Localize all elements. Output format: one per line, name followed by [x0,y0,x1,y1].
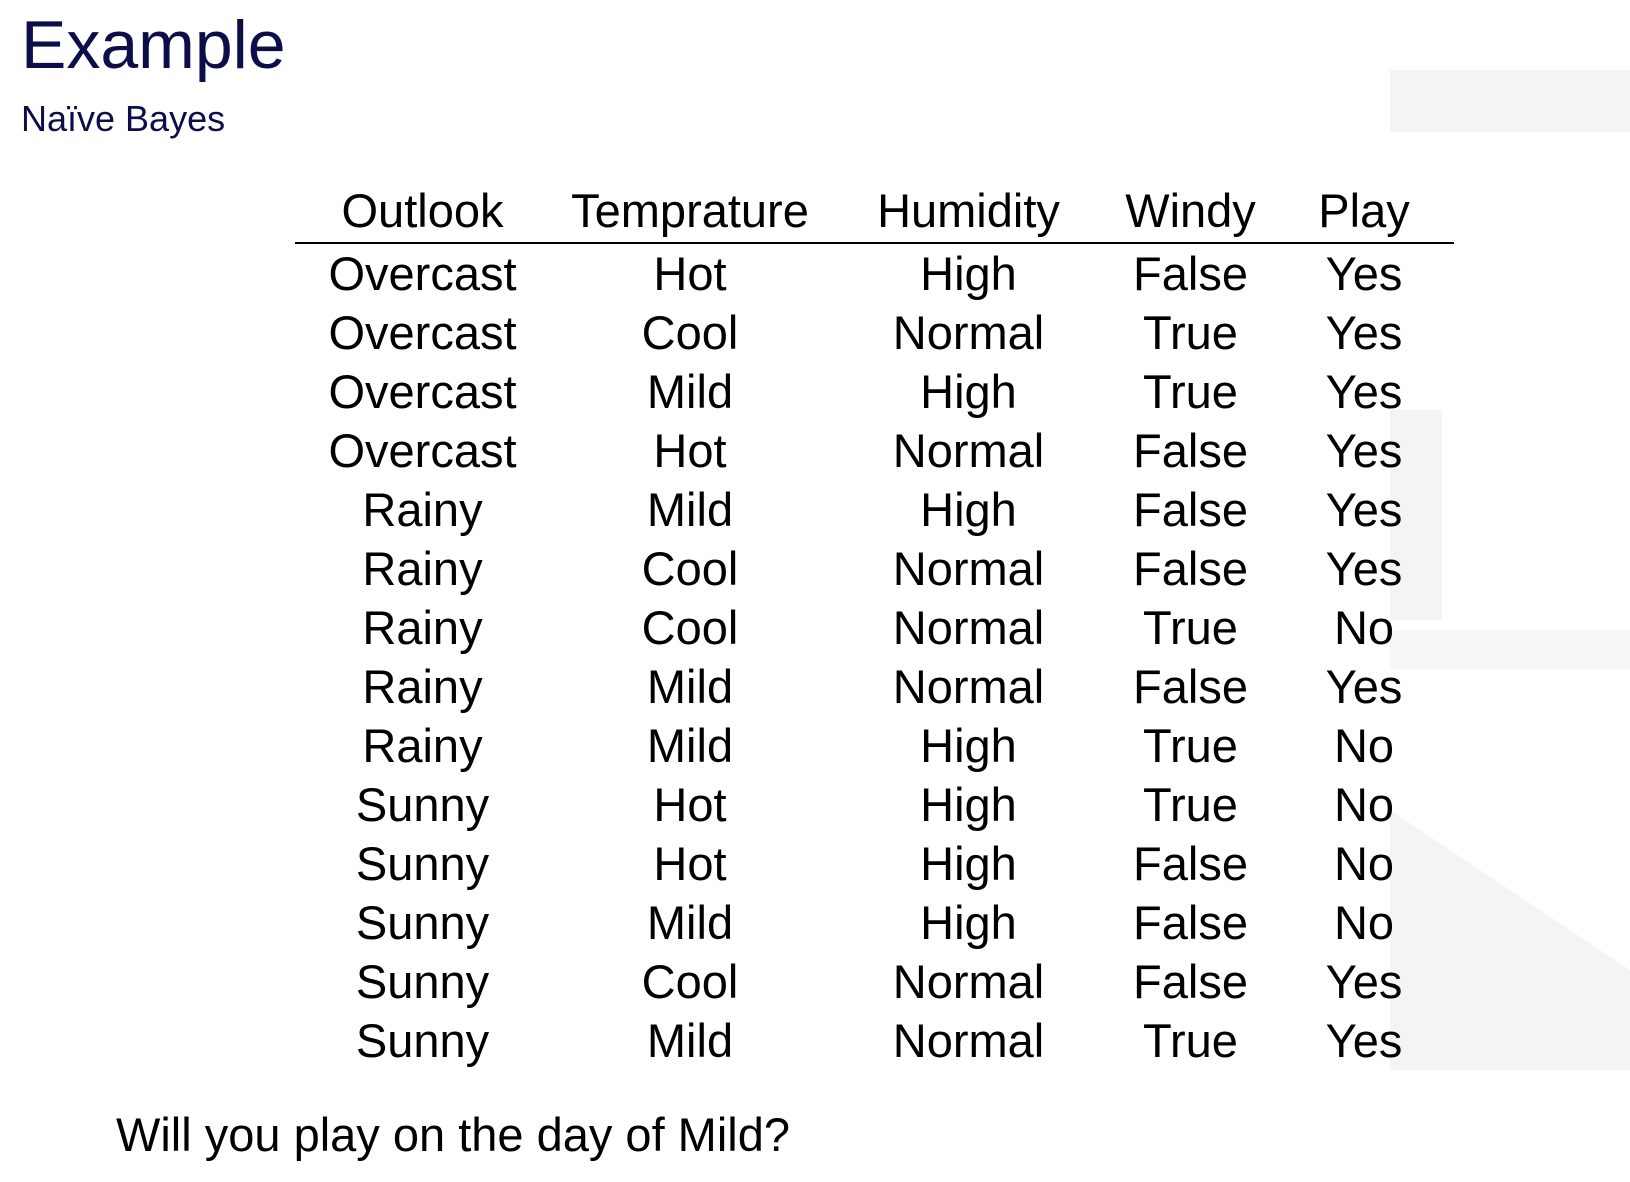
cell-temprature: Cool [641,955,739,1008]
table-row: Rainy Cool Normal False Yes [295,539,1454,598]
cell-temprature: Hot [653,247,727,300]
cell-outlook: Sunny [355,896,490,949]
cell-temprature: Mild [646,660,734,713]
cell-humidity: High [920,247,1017,300]
cell-humidity: Normal [892,1014,1045,1067]
cell-humidity: High [920,778,1017,831]
cell-humidity: Normal [892,542,1045,595]
table-row: Overcast Mild High True Yes [295,362,1454,421]
cell-windy: False [1133,955,1248,1008]
table-row: Sunny Mild High False No [295,893,1454,952]
cell-outlook: Sunny [355,1014,490,1067]
cell-outlook: Overcast [328,306,517,359]
header-windy: Windy [1107,180,1274,244]
cell-play: Yes [1325,483,1403,536]
cell-windy: True [1143,1014,1238,1067]
cell-humidity: High [920,896,1017,949]
cell-humidity: High [920,483,1017,536]
cell-windy: True [1143,778,1238,831]
table-row: Rainy Mild Normal False Yes [295,657,1454,716]
header-outlook: Outlook [295,180,550,244]
cell-play: Yes [1325,365,1403,418]
cell-play: Yes [1325,660,1403,713]
watermark-logo-icon [1390,70,1630,1070]
cell-humidity: High [920,837,1017,890]
cell-windy: True [1143,306,1238,359]
cell-outlook: Rainy [362,719,483,772]
cell-temprature: Cool [641,601,739,654]
header-play: Play [1274,180,1454,244]
cell-humidity: Normal [892,601,1045,654]
cell-windy: False [1133,247,1248,300]
cell-windy: False [1133,483,1248,536]
cell-play: No [1333,837,1395,890]
header-humidity: Humidity [830,180,1107,244]
cell-temprature: Hot [653,837,727,890]
table-row: Sunny Mild Normal True Yes [295,1011,1454,1070]
cell-humidity: Normal [892,424,1045,477]
table-row: Rainy Cool Normal True No [295,598,1454,657]
cell-play: No [1333,601,1395,654]
cell-play: No [1333,778,1395,831]
cell-outlook: Rainy [362,601,483,654]
table-row: Sunny Cool Normal False Yes [295,952,1454,1011]
cell-play: Yes [1325,542,1403,595]
table-row: Overcast Hot High False Yes [295,243,1454,303]
table-row: Sunny Hot High True No [295,775,1454,834]
cell-humidity: Normal [892,660,1045,713]
cell-windy: False [1133,424,1248,477]
question-text: Will you play on the day of Mild? [116,1108,790,1161]
cell-temprature: Hot [653,778,727,831]
table-body: Overcast Hot High False Yes Overcast Cool Norma… [295,243,1454,1070]
cell-play: Yes [1325,1014,1403,1067]
cell-temprature: Mild [646,1014,734,1067]
cell-temprature: Cool [641,542,739,595]
cell-play: Yes [1325,247,1403,300]
table-row: Overcast Cool Normal True Yes [295,303,1454,362]
cell-windy: True [1143,365,1238,418]
table-header-row: Outlook Temprature Humidity Windy Play [295,180,1454,244]
cell-play: No [1333,719,1395,772]
slide-title: Example [21,7,286,83]
cell-temprature: Mild [646,365,734,418]
cell-windy: False [1133,896,1248,949]
cell-outlook: Overcast [328,365,517,418]
cell-play: Yes [1325,955,1403,1008]
cell-windy: True [1143,601,1238,654]
table-row: Overcast Hot Normal False Yes [295,421,1454,480]
table-row: Rainy Mild High True No [295,716,1454,775]
cell-outlook: Sunny [355,955,490,1008]
cell-windy: False [1133,660,1248,713]
cell-outlook: Rainy [362,660,483,713]
cell-outlook: Overcast [328,424,517,477]
cell-windy: False [1133,837,1248,890]
weather-data-table: Outlook Temprature Humidity Windy Play O… [295,180,1454,1070]
cell-outlook: Overcast [328,247,517,300]
cell-outlook: Sunny [355,837,490,890]
header-temprature: Temprature [550,180,830,244]
cell-windy: False [1133,542,1248,595]
cell-temprature: Mild [646,719,734,772]
cell-outlook: Rainy [362,542,483,595]
cell-humidity: Normal [892,306,1045,359]
cell-humidity: High [920,719,1017,772]
cell-play: Yes [1325,424,1403,477]
cell-play: No [1333,896,1395,949]
table-row: Sunny Hot High False No [295,834,1454,893]
cell-temprature: Hot [653,424,727,477]
cell-temprature: Cool [641,306,739,359]
slide-subtitle: Naïve Bayes [21,98,226,139]
cell-outlook: Sunny [355,778,490,831]
cell-play: Yes [1325,306,1403,359]
cell-humidity: Normal [892,955,1045,1008]
cell-humidity: High [920,365,1017,418]
table-row: Rainy Mild High False Yes [295,480,1454,539]
cell-windy: True [1143,719,1238,772]
cell-outlook: Rainy [362,483,483,536]
cell-temprature: Mild [646,483,734,536]
cell-temprature: Mild [646,896,734,949]
watermark-logo [1390,70,1630,1120]
